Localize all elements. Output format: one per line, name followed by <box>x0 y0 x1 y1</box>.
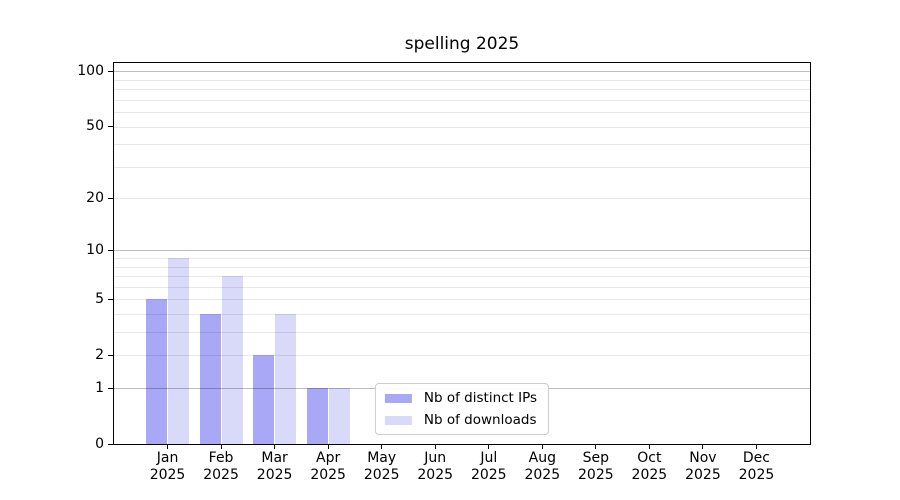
legend-label-nb-of-downloads: Nb of downloads <box>423 412 537 428</box>
gridline-minor-20 <box>114 198 810 200</box>
bar-nb-of-distinct-ips-mar <box>253 355 275 444</box>
bar-nb-of-downloads-mar <box>275 314 297 444</box>
gridline-major-10 <box>114 250 810 252</box>
x-tick-apr <box>327 445 329 449</box>
x-tick-label-nov: Nov 2025 <box>685 450 721 483</box>
bars-layer <box>114 63 810 444</box>
legend-swatch-nb-of-downloads <box>384 415 412 425</box>
x-tick-label-jun: Jun 2025 <box>417 450 454 483</box>
legend-swatch-nb-of-distinct-ips <box>384 393 412 403</box>
x-tick-label-jan: Jan 2025 <box>149 450 186 483</box>
x-tick-label-oct: Oct 2025 <box>631 450 668 483</box>
legend-label-nb-of-distinct-ips: Nb of distinct IPs <box>423 390 538 406</box>
gridline-minor-40 <box>114 144 810 146</box>
legend-item-nb-of-downloads: Nb of downloads <box>384 412 537 428</box>
x-tick-label-may: May 2025 <box>363 450 400 483</box>
legend: Nb of distinct IPs Nb of downloads <box>374 383 550 435</box>
y-tick-label-50: 50 <box>86 118 104 135</box>
bar-nb-of-distinct-ips-apr <box>306 388 328 444</box>
x-tick-feb <box>220 445 222 449</box>
x-tick-may <box>381 445 383 449</box>
x-tick-nov <box>702 445 704 449</box>
gridline-major-100 <box>114 71 810 73</box>
gridline-minor-6 <box>114 286 810 288</box>
gridline-minor-9 <box>114 258 810 260</box>
gridline-minor-60 <box>114 112 810 114</box>
bar-nb-of-downloads-apr <box>328 388 350 444</box>
x-tick-label-feb: Feb 2025 <box>203 450 239 483</box>
x-tick-label-sep: Sep 2025 <box>578 450 614 483</box>
x-tick-oct <box>648 445 650 449</box>
x-tick-aug <box>541 445 543 449</box>
x-tick-mar <box>274 445 276 449</box>
x-tick-label-aug: Aug 2025 <box>524 450 561 483</box>
y-tick-label-1: 1 <box>95 379 104 396</box>
x-tick-sep <box>595 445 597 449</box>
gridline-minor-80 <box>114 89 810 91</box>
gridline-minor-4 <box>114 314 810 316</box>
y-tick-label-2: 2 <box>95 346 104 363</box>
x-tick-label-jul: Jul 2025 <box>470 450 507 483</box>
gridline-minor-90 <box>114 79 810 81</box>
x-tick-jul <box>488 445 490 449</box>
gridline-minor-5 <box>114 299 810 301</box>
gridline-minor-8 <box>114 266 810 268</box>
x-tick-label-mar: Mar 2025 <box>256 450 293 483</box>
gridline-minor-2 <box>114 355 810 357</box>
legend-item-nb-of-distinct-ips: Nb of distinct IPs <box>384 390 538 406</box>
bar-nb-of-distinct-ips-jan <box>146 299 168 444</box>
plot-area: Nb of distinct IPs Nb of downloads <box>113 62 811 445</box>
y-tick-label-0: 0 <box>95 435 104 452</box>
gridline-minor-3 <box>114 332 810 334</box>
y-tick-label-100: 100 <box>77 62 104 79</box>
y-tick-label-5: 5 <box>95 290 104 307</box>
x-tick-dec <box>755 445 757 449</box>
x-tick-jan <box>167 445 169 449</box>
gridline-minor-7 <box>114 276 810 278</box>
y-tick-label-20: 20 <box>86 189 104 206</box>
x-tick-label-dec: Dec 2025 <box>738 450 775 483</box>
chart-title: spelling 2025 <box>404 34 520 54</box>
gridline-minor-50 <box>114 126 810 128</box>
bar-nb-of-downloads-feb <box>221 276 243 444</box>
x-tick-jun <box>434 445 436 449</box>
x-tick-label-apr: Apr 2025 <box>310 450 346 483</box>
gridline-minor-30 <box>114 166 810 168</box>
bar-nb-of-downloads-jan <box>168 258 190 444</box>
y-tick-label-10: 10 <box>86 241 104 258</box>
gridline-minor-70 <box>114 99 810 101</box>
bar-nb-of-distinct-ips-feb <box>199 314 221 444</box>
